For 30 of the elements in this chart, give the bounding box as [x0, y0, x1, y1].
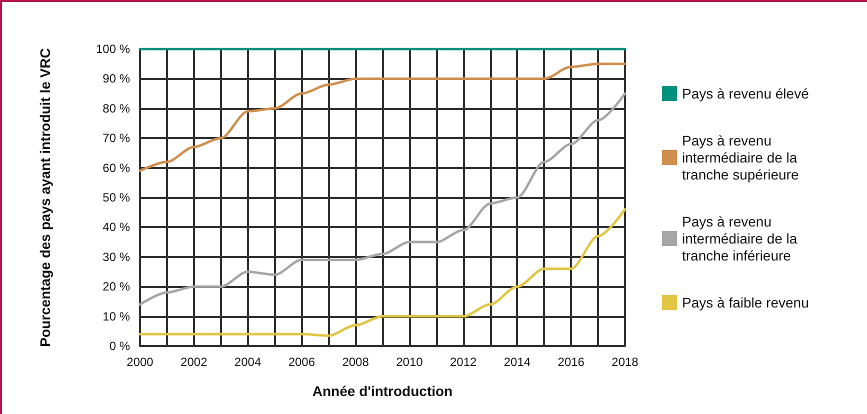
x-tick-label: 2012: [450, 355, 478, 369]
x-tick-label: 2006: [288, 355, 316, 369]
legend-label: Pays à revenu intermédiaire de la tranche inférieure: [682, 214, 802, 264]
line-series: [138, 92, 626, 306]
y-tick-label: 40 %: [102, 220, 130, 234]
y-tick-label: 70 %: [102, 131, 130, 146]
legend-label: Pays à revenu intermédiaire de la tranche supérieure: [682, 132, 802, 182]
x-tick-label: 2002: [180, 355, 208, 369]
y-tick-label: 80 %: [102, 101, 130, 116]
x-tick-label: 2014: [504, 355, 531, 369]
legend-label: Pays à revenu élevé: [682, 86, 810, 102]
x-tick-label: 2004: [234, 355, 262, 369]
legend-label: Pays à faible revenu: [682, 294, 809, 310]
x-tick-label: 2016: [558, 355, 585, 369]
line-series: [138, 208, 626, 337]
y-axis-title: Pourcentage des pays ayant introduit le VRC: [37, 48, 53, 347]
line-series: [138, 62, 626, 172]
y-tick-label: 0 %: [109, 339, 130, 353]
x-tick-label: 2010: [396, 355, 424, 369]
y-tick-label: 20 %: [102, 280, 130, 294]
y-tick-label: 50 %: [102, 190, 130, 204]
y-tick-label: 10 %: [102, 309, 130, 324]
y-tick-label: 30 %: [102, 250, 130, 264]
x-axis-title: Année d'introduction: [312, 383, 453, 399]
y-tick-label: 60 %: [102, 160, 130, 175]
y-tick-label: 90 %: [102, 72, 130, 86]
x-tick-label: 2018: [612, 355, 639, 369]
y-tick-label: 100 %: [96, 42, 130, 56]
x-tick-label: 2008: [342, 355, 370, 369]
x-tick-label: 2000: [126, 355, 154, 369]
